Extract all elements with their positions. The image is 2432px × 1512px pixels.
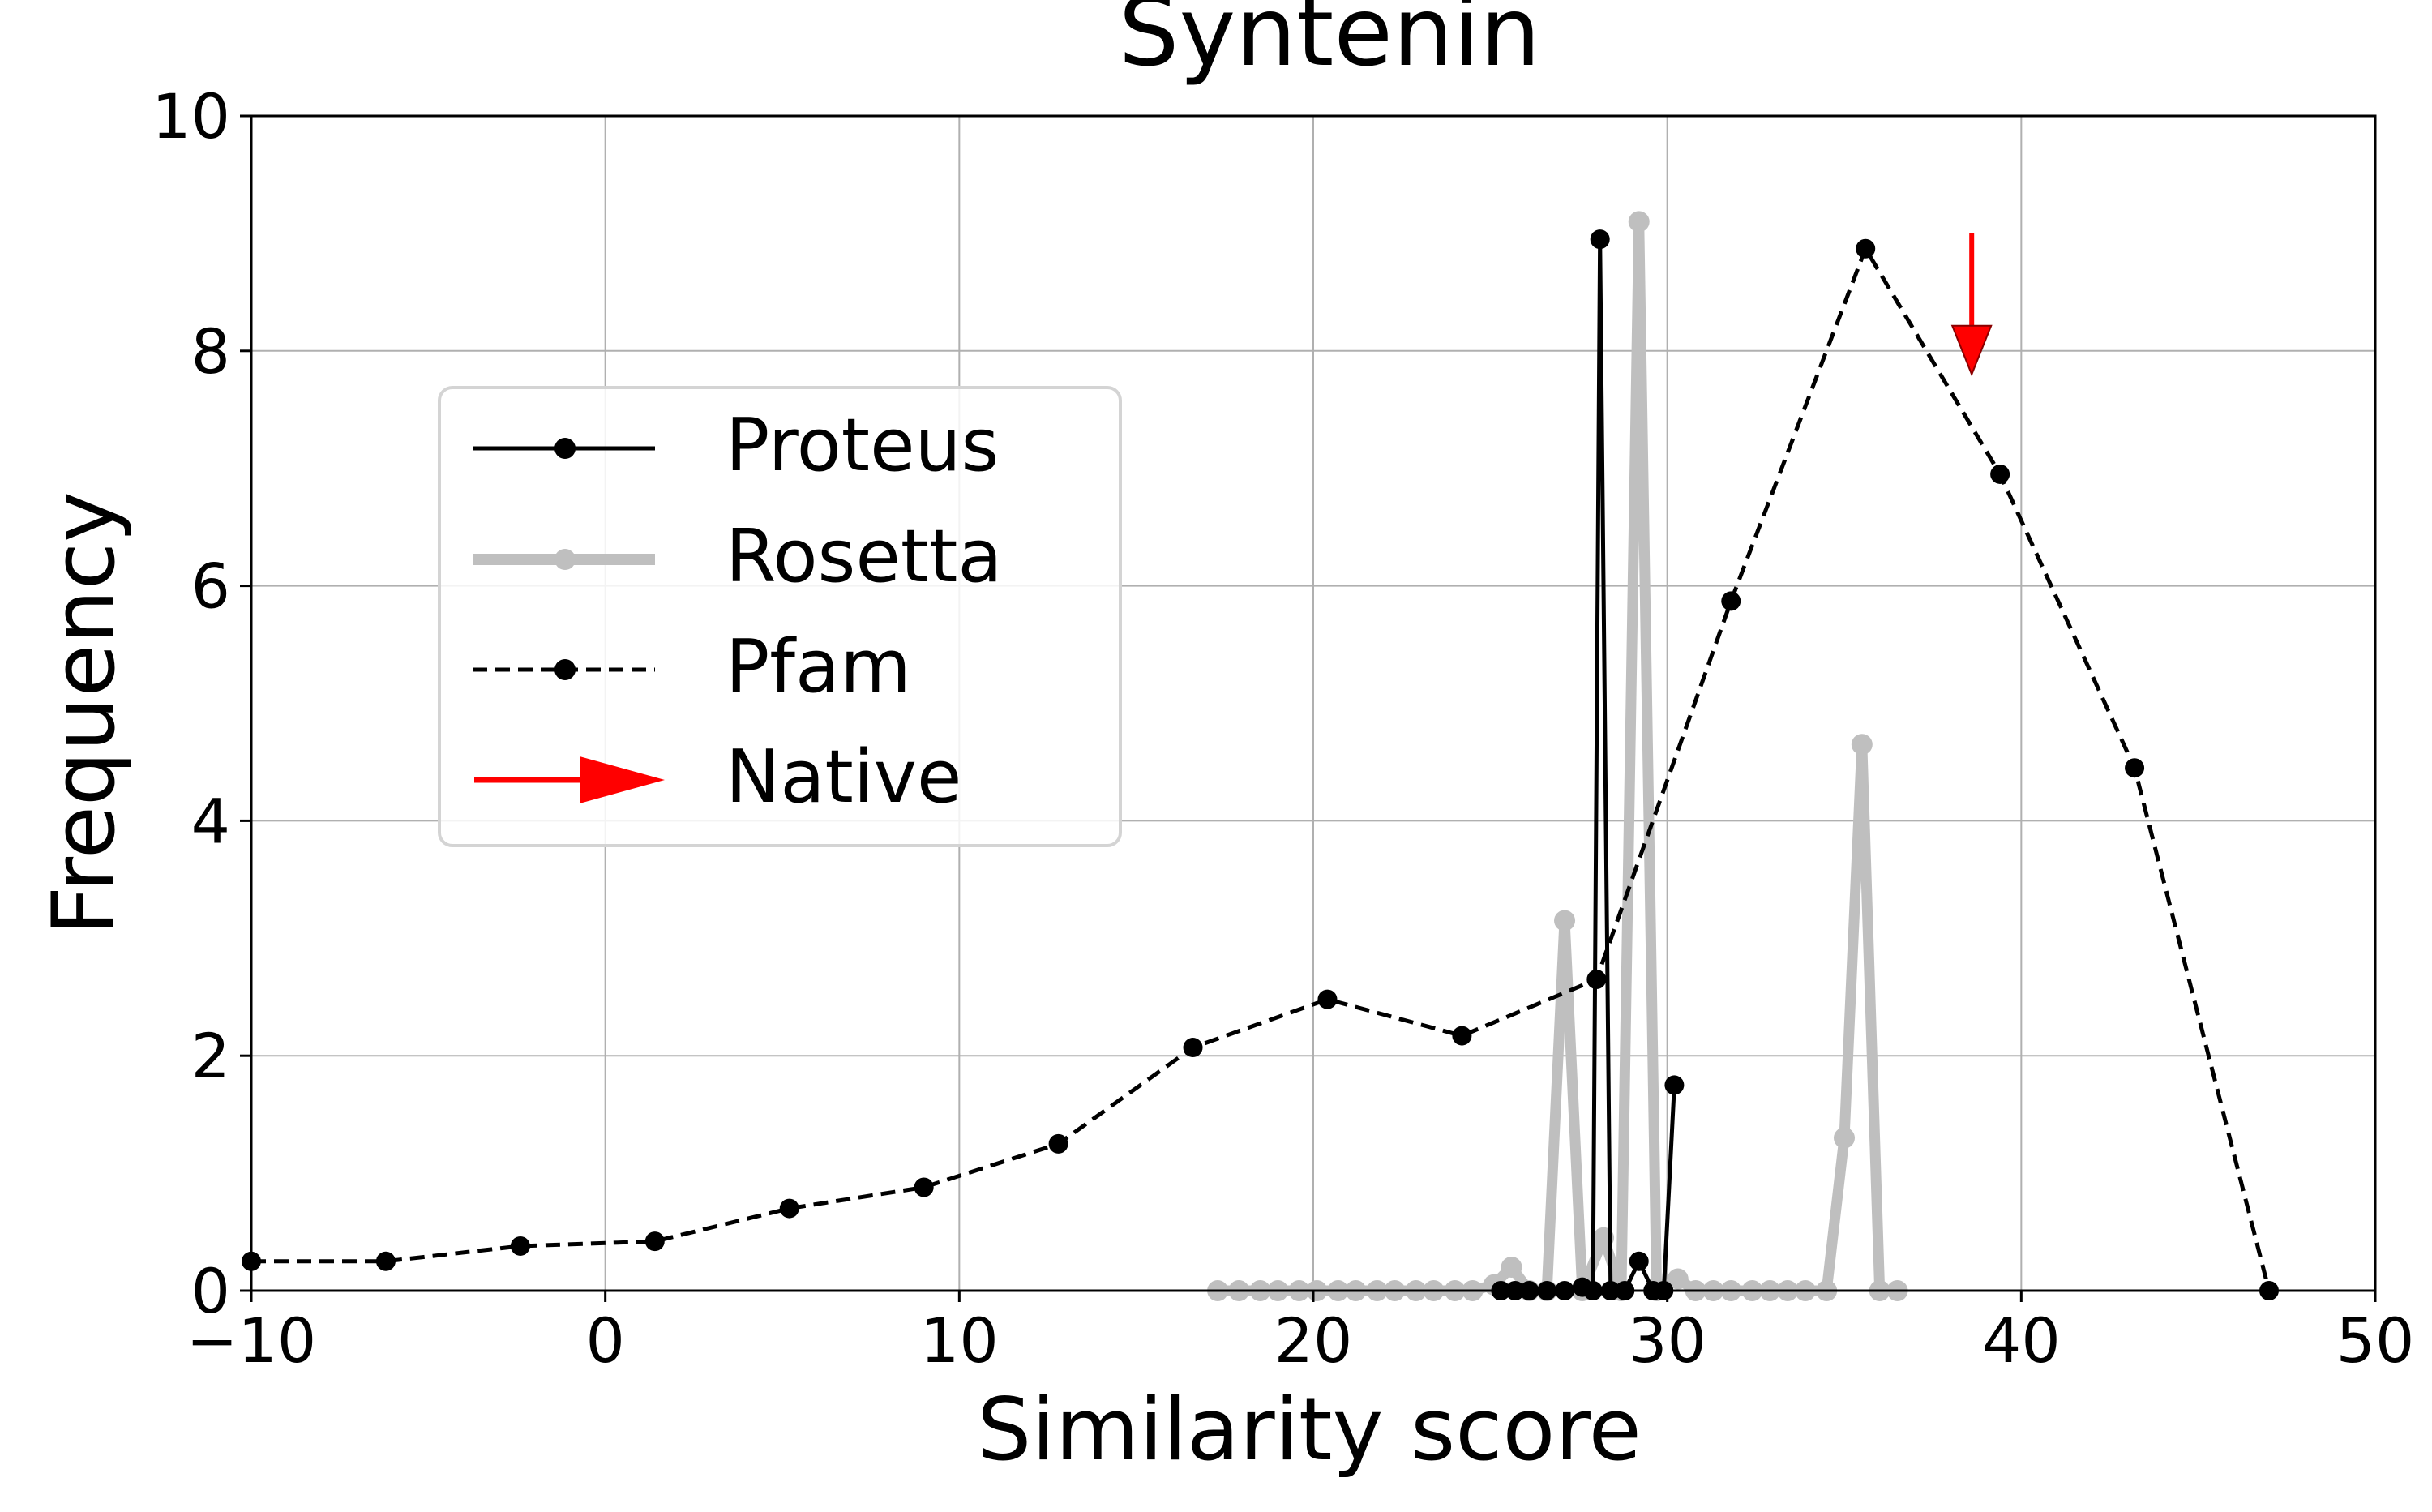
data-point-pfam bbox=[644, 1231, 665, 1252]
legend: Proteus Rosetta Pfam Native bbox=[438, 386, 1122, 847]
legend-box bbox=[438, 386, 1122, 847]
legend-native-label: Native bbox=[726, 735, 961, 820]
data-point-rosetta bbox=[1554, 910, 1576, 932]
data-point-pfam bbox=[510, 1236, 530, 1256]
x-tick-label: 10 bbox=[920, 1304, 999, 1377]
x-tick-label: 30 bbox=[1628, 1304, 1706, 1377]
y-tick-label: 6 bbox=[191, 550, 230, 623]
y-axis-label: Frequency bbox=[34, 491, 134, 936]
series-line-pfam bbox=[251, 246, 2271, 1291]
data-point-proteus bbox=[1629, 1251, 1649, 1271]
data-point-rosetta bbox=[1834, 1127, 1855, 1149]
data-point-rosetta bbox=[1667, 1268, 1689, 1290]
x-axis-label: Similarity score bbox=[977, 1380, 1642, 1480]
series-pfam bbox=[242, 238, 2279, 1300]
series-line-rosetta bbox=[1218, 216, 1898, 1296]
y-tick-label: 2 bbox=[191, 1020, 230, 1092]
legend-pfam-label: Pfam bbox=[726, 624, 911, 709]
legend-rosetta-label: Rosetta bbox=[726, 514, 1003, 599]
x-tick-label: 0 bbox=[585, 1304, 624, 1377]
data-point-pfam bbox=[1048, 1133, 1068, 1154]
legend-entry-proteus: Proteus bbox=[473, 403, 999, 488]
x-tick-label: 50 bbox=[2336, 1304, 2415, 1377]
data-point-pfam bbox=[1990, 464, 2010, 484]
x-tick-label: 40 bbox=[1982, 1304, 2061, 1377]
native-arrow bbox=[1950, 233, 1993, 377]
x-tick-label: 20 bbox=[1274, 1304, 1353, 1377]
y-tick-label: 4 bbox=[191, 785, 230, 857]
data-point-rosetta bbox=[1628, 211, 1650, 233]
y-axis-ticks: 0 2 4 6 8 10 bbox=[152, 80, 251, 1327]
chart-title: Syntenin bbox=[1119, 0, 1541, 88]
y-tick-label: 0 bbox=[191, 1255, 230, 1327]
data-point-pfam bbox=[375, 1251, 396, 1271]
data-point-rosetta bbox=[1501, 1257, 1522, 1279]
data-point-pfam bbox=[1183, 1038, 1203, 1058]
data-point-pfam bbox=[914, 1177, 934, 1197]
y-tick-label: 8 bbox=[191, 315, 230, 388]
legend-proteus-marker bbox=[554, 438, 576, 459]
legend-rosetta-marker bbox=[554, 549, 576, 570]
data-point-pfam bbox=[1856, 238, 1876, 259]
series-rosetta bbox=[1207, 211, 1908, 1301]
data-point-pfam bbox=[1721, 591, 1741, 611]
native-arrowhead bbox=[1950, 324, 1993, 377]
x-tick-label: −10 bbox=[186, 1304, 316, 1377]
data-point-pfam bbox=[2125, 758, 2145, 778]
x-axis-ticks: −10 0 10 20 30 40 50 bbox=[186, 1291, 2415, 1377]
legend-native-arrowhead bbox=[580, 756, 665, 803]
legend-pfam-marker bbox=[554, 659, 576, 680]
legend-entry-rosetta: Rosetta bbox=[473, 514, 1003, 599]
data-point-pfam bbox=[1452, 1026, 1472, 1046]
legend-entry-native: Native bbox=[474, 735, 961, 820]
legend-proteus-label: Proteus bbox=[726, 403, 999, 488]
data-point-proteus bbox=[1590, 229, 1610, 250]
data-point-pfam bbox=[779, 1198, 799, 1219]
data-point-rosetta bbox=[1851, 734, 1873, 756]
data-point-pfam bbox=[1317, 989, 1338, 1009]
data-point-proteus bbox=[1664, 1075, 1685, 1095]
y-tick-label: 10 bbox=[152, 80, 230, 152]
legend-entry-pfam: Pfam bbox=[473, 624, 911, 709]
